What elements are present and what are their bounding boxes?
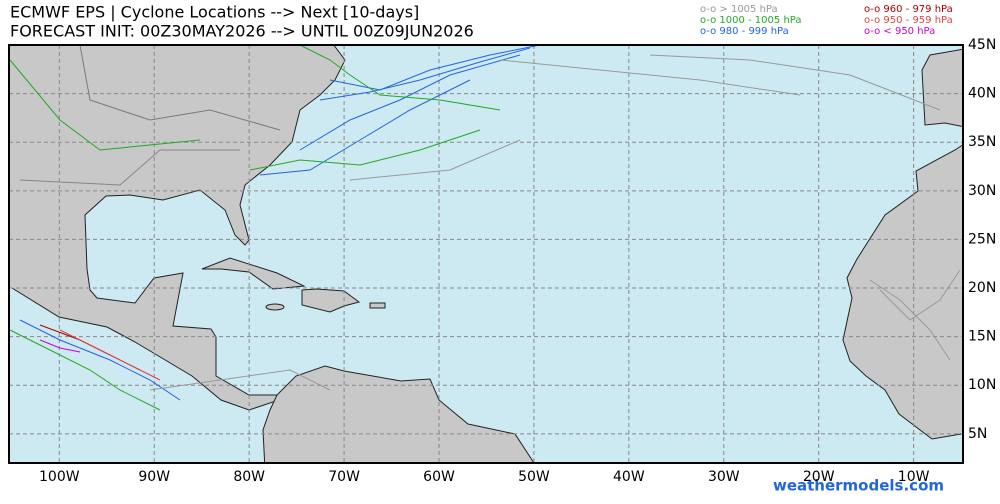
x-tick-label: 20W	[803, 469, 835, 485]
x-tick-label: 70W	[328, 469, 360, 485]
subtitle: FORECAST INIT: 00Z30MAY2026 --> UNTIL 00…	[10, 22, 474, 41]
legend-entry: o-o 1000 - 1005 hPa	[700, 15, 801, 26]
x-tick-label: 30W	[708, 469, 740, 485]
legend-entry: o-o 980 - 999 hPa	[700, 26, 789, 37]
x-tick-label: 100W	[39, 469, 80, 485]
tracks	[9, 45, 961, 411]
x-tick-label: 50W	[518, 469, 550, 485]
y-tick-label: 35N	[968, 134, 996, 150]
y-tick-label: 10N	[968, 377, 996, 393]
legend-entry: o-o > 1005 hPa	[700, 4, 778, 15]
x-tick-label: 10W	[898, 469, 930, 485]
watermark: weathermodels.com	[773, 477, 944, 495]
legend-entry: o-o 950 - 959 hPa	[864, 15, 953, 26]
map-frame	[8, 44, 964, 464]
y-tick-label: 25N	[968, 231, 996, 247]
y-tick-label: 15N	[968, 329, 996, 345]
x-tick-label: 90W	[138, 469, 170, 485]
x-tick-label: 80W	[233, 469, 265, 485]
y-tick-label: 5N	[968, 426, 987, 442]
x-tick-label: 60W	[423, 469, 455, 485]
title: ECMWF EPS | Cyclone Locations --> Next […	[10, 3, 419, 22]
x-tick-label: 40W	[613, 469, 645, 485]
y-tick-label: 45N	[968, 37, 996, 53]
y-tick-label: 20N	[968, 280, 996, 296]
y-tick-label: 40N	[968, 86, 996, 102]
legend-entry: o-o 960 - 979 hPa	[864, 4, 953, 15]
y-tick-label: 30N	[968, 183, 996, 199]
legend-entry: o-o < 950 hPa	[864, 26, 935, 37]
